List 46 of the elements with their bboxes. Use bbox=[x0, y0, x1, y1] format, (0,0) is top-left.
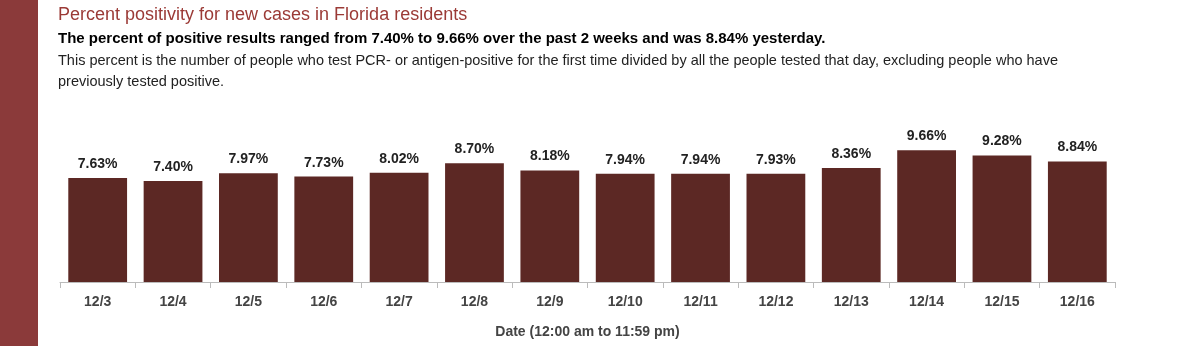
chart-title: Percent positivity for new cases in Florida residents bbox=[58, 3, 469, 26]
x-axis-title: Date (12:00 am to 11:59 pm) bbox=[495, 323, 680, 339]
data-label: 8.84% bbox=[1057, 138, 1098, 155]
data-label: 9.28% bbox=[982, 132, 1023, 149]
x-tick-label: 12/9 bbox=[536, 293, 564, 309]
bar bbox=[1047, 161, 1107, 282]
x-tick-label: 12/3 bbox=[84, 293, 112, 309]
x-tick-label: 12/4 bbox=[159, 293, 187, 309]
data-label: 7.40% bbox=[153, 158, 194, 175]
data-label: 9.66% bbox=[906, 127, 947, 144]
bar bbox=[520, 170, 580, 282]
x-tick-label: 12/15 bbox=[984, 293, 1020, 309]
bar bbox=[821, 168, 881, 282]
bar bbox=[445, 163, 504, 282]
data-label: 7.73% bbox=[303, 153, 345, 170]
x-tick-label: 12/5 bbox=[234, 293, 263, 309]
data-label: 7.94% bbox=[605, 150, 646, 167]
data-label: 8.70% bbox=[454, 140, 495, 157]
bar bbox=[369, 172, 429, 282]
bar bbox=[595, 173, 655, 282]
data-label: 8.18% bbox=[529, 147, 571, 164]
bar bbox=[746, 173, 806, 282]
data-label: 7.97% bbox=[228, 150, 269, 167]
x-tick-label: 12/12 bbox=[758, 293, 794, 309]
data-label: 7.63% bbox=[77, 154, 119, 171]
bar bbox=[219, 173, 278, 282]
x-tick-label: 12/6 bbox=[310, 293, 338, 309]
bar bbox=[68, 177, 128, 282]
bar bbox=[897, 150, 956, 282]
bar bbox=[972, 155, 1032, 282]
data-label: 8.36% bbox=[831, 145, 872, 161]
x-tick-label: 12/16 bbox=[1059, 293, 1096, 309]
bar bbox=[671, 173, 730, 282]
bar bbox=[143, 181, 203, 282]
x-tick-label: 12/13 bbox=[833, 293, 869, 309]
x-tick-label: 12/8 bbox=[460, 293, 489, 309]
text: This percent is the number of people who test PCR- or antigen-positive for the first time divided by all the people tested that day, excluding people who have previously tested positive. bbox=[58, 51, 1059, 91]
x-tick-label: 12/10 bbox=[607, 293, 643, 309]
data-label: 7.94% bbox=[680, 150, 721, 167]
x-tick-label: 12/14 bbox=[909, 293, 945, 309]
data-label: 7.93% bbox=[756, 150, 797, 167]
data-label: 8.02% bbox=[379, 149, 420, 166]
bar bbox=[294, 176, 354, 282]
x-tick-label: 12/11 bbox=[683, 293, 718, 309]
chart-subtitle: The percent of positive results ranged from 7.40% to 9.66% over the past 2 weeks and was 8.84% yesterday. bbox=[58, 28, 827, 48]
x-tick-label: 12/7 bbox=[385, 293, 413, 309]
